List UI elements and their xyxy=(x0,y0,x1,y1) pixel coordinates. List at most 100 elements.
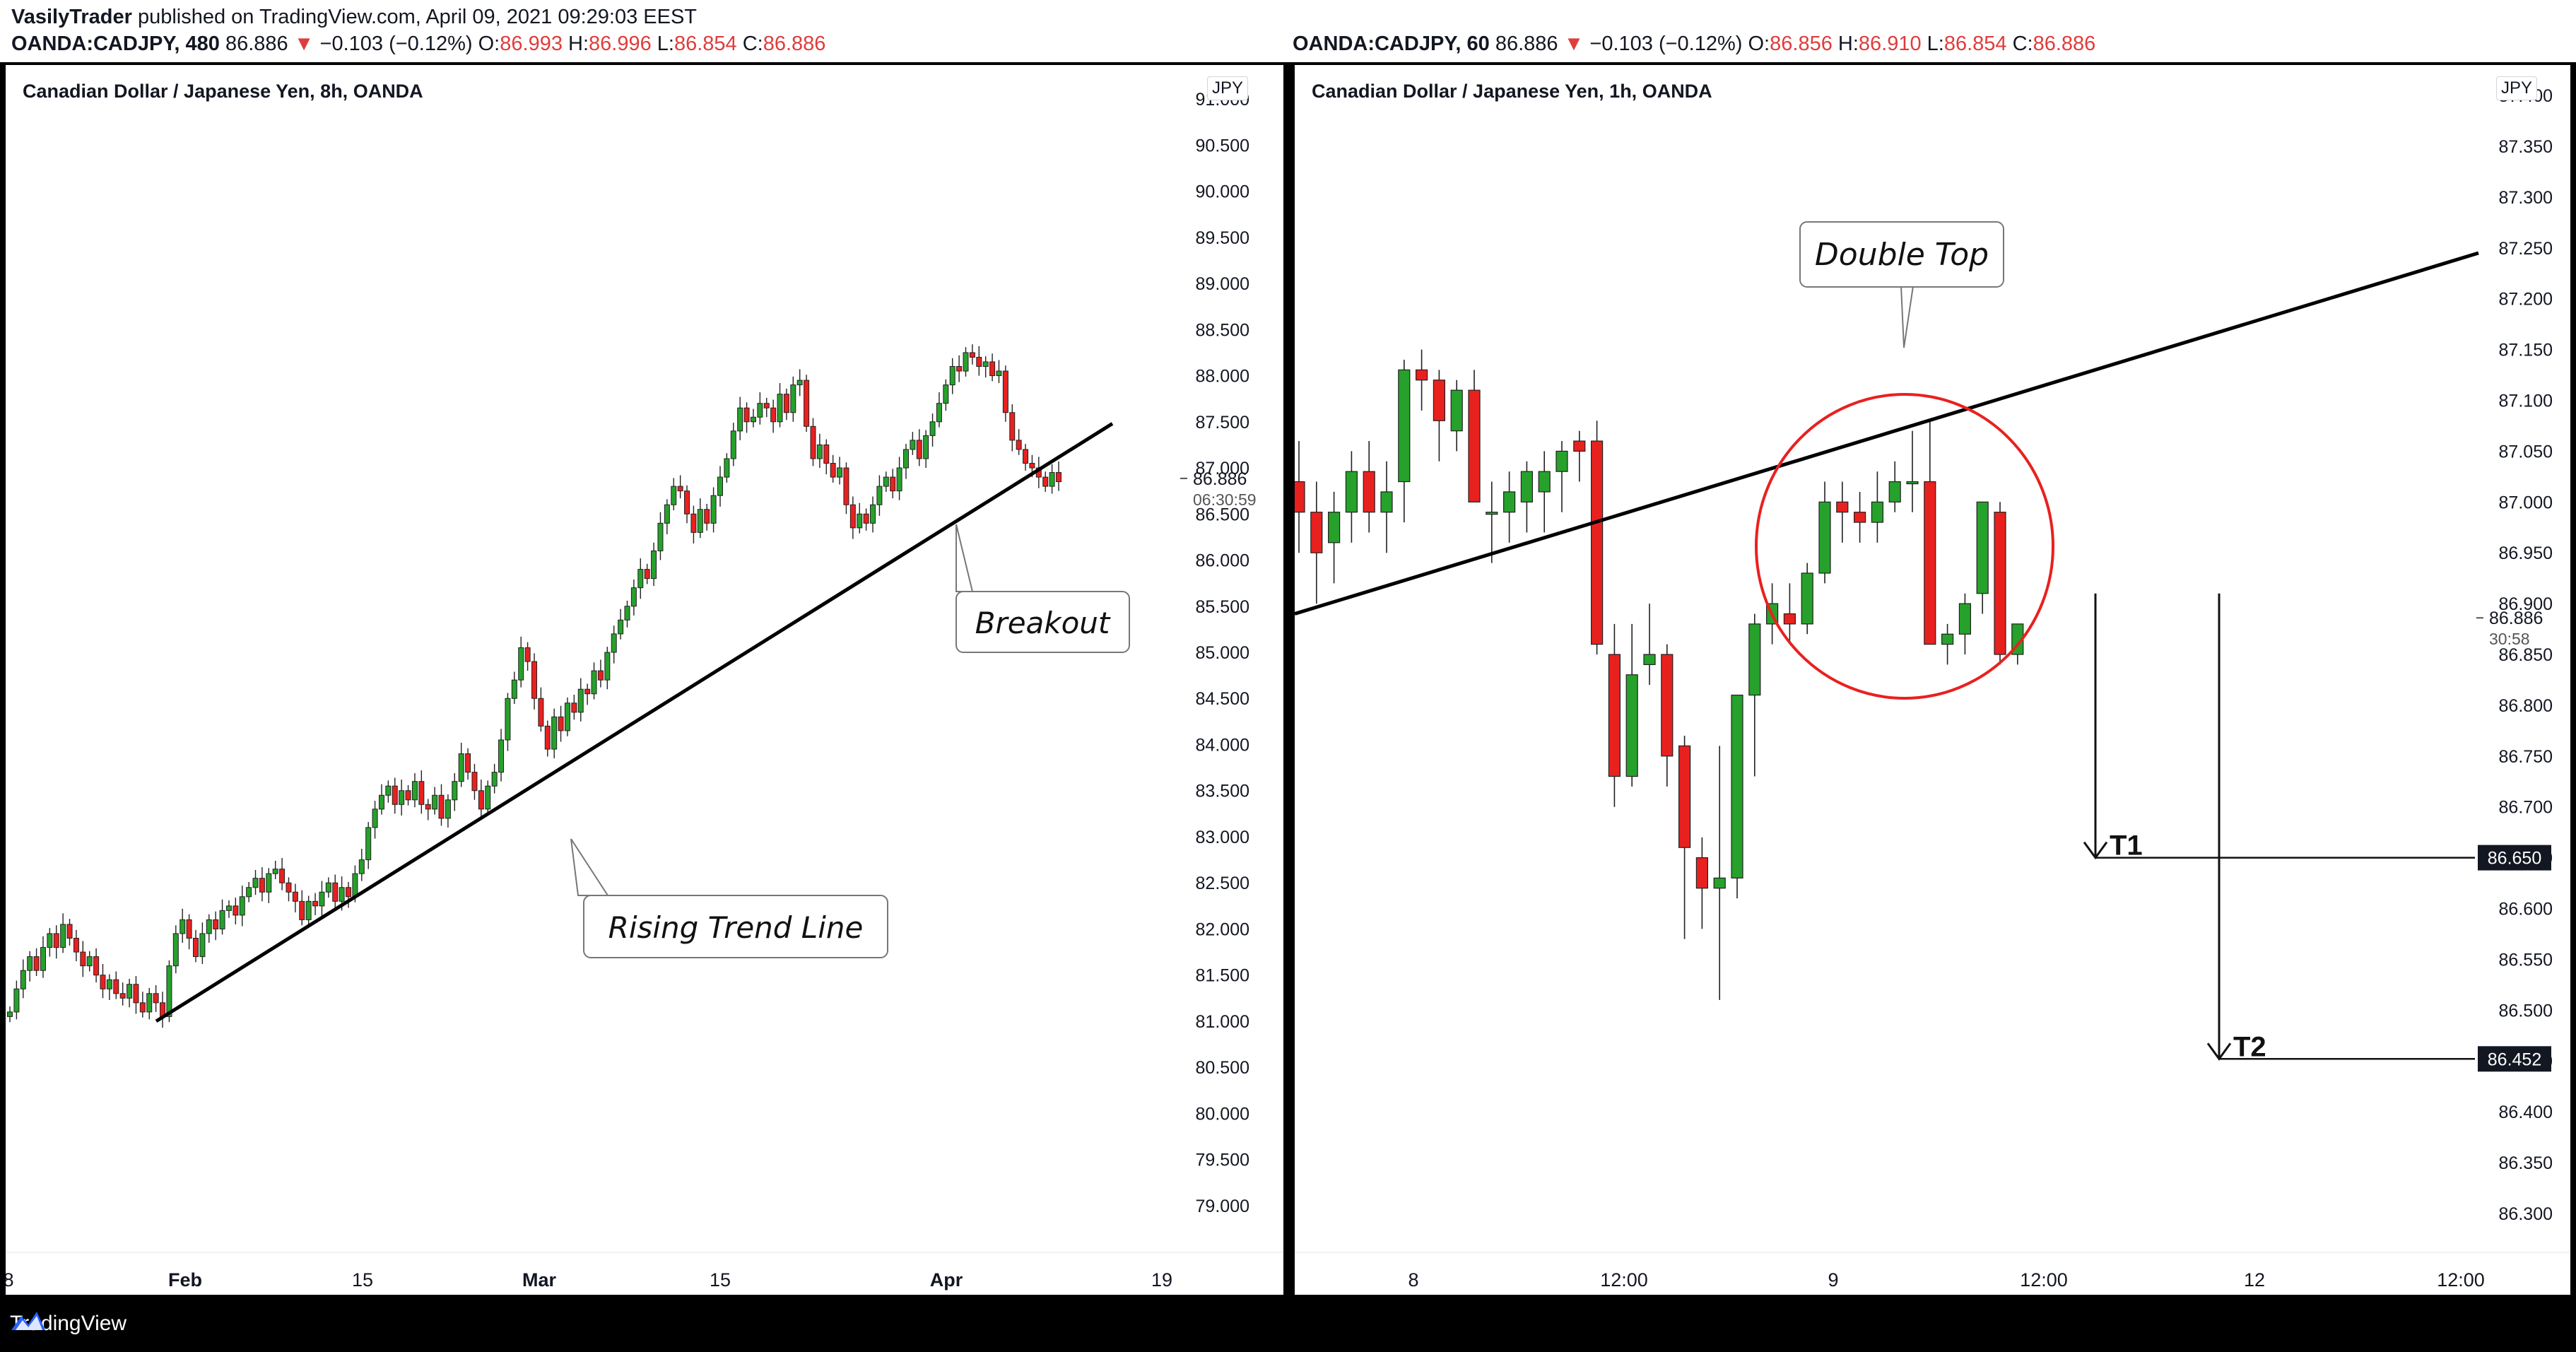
x-tick-label: 8 xyxy=(1408,1269,1418,1291)
candle-body xyxy=(943,384,949,404)
candle-body xyxy=(1056,472,1061,483)
y-tick-label: 87.350 xyxy=(2499,137,2553,157)
candle-body xyxy=(1573,440,1586,452)
candle-body xyxy=(843,467,849,505)
candle-body xyxy=(319,891,325,907)
candle-body xyxy=(531,661,537,699)
double-top-circle xyxy=(1755,393,2054,700)
candle-body xyxy=(27,956,33,971)
candle-body xyxy=(1433,380,1445,421)
x-tick-label: 12:00 xyxy=(2020,1269,2068,1291)
candle-body xyxy=(591,670,597,695)
candle-body xyxy=(890,476,896,492)
candle-body xyxy=(804,380,810,427)
candle-body xyxy=(86,956,93,967)
y-tick-label: 86.400 xyxy=(2499,1103,2553,1122)
candle-body xyxy=(325,882,331,893)
chart-panel-1h[interactable]: 87.40087.35087.30087.25087.20087.15087.1… xyxy=(1295,65,2570,1295)
candle-body xyxy=(1416,369,1428,381)
candle-body xyxy=(365,827,372,861)
candle-body xyxy=(1049,472,1055,487)
left-price: 86.886 xyxy=(225,33,288,55)
y-tick-label: 87.250 xyxy=(2499,239,2553,259)
currency-button[interactable]: JPY xyxy=(1207,76,1249,100)
candle-body xyxy=(119,993,126,999)
down-arrow-icon: ▼ xyxy=(1563,33,1584,55)
candle-body xyxy=(538,698,544,727)
candle-body xyxy=(1731,694,1743,878)
candle-body xyxy=(106,979,112,989)
left-high: 86.996 xyxy=(589,33,652,55)
candle-body xyxy=(564,703,570,731)
candle-body xyxy=(1029,463,1035,469)
right-symbol: OANDA:CADJPY, 60 xyxy=(1293,33,1490,55)
candle-body xyxy=(305,900,312,920)
candle-body xyxy=(597,670,604,681)
y-tick-label: 90.500 xyxy=(1196,136,1249,155)
y-tick-label: 86.000 xyxy=(1196,551,1249,571)
annotation-rising-trend-line: Rising Trend Line xyxy=(608,910,864,945)
candle-body xyxy=(225,905,232,911)
candle-body xyxy=(133,984,139,1004)
candle-body xyxy=(358,859,365,874)
candle-body xyxy=(757,403,763,418)
target-label: T1 xyxy=(2110,830,2143,862)
x-tick-label: 15 xyxy=(710,1269,731,1291)
candle-body xyxy=(378,794,384,810)
candle-body xyxy=(677,486,683,492)
candle-body xyxy=(963,352,969,372)
candle-body xyxy=(60,924,66,948)
candle-body xyxy=(339,887,345,902)
candle-body xyxy=(684,490,690,515)
candle-body xyxy=(783,394,789,413)
candle-body xyxy=(206,919,212,934)
footer[interactable]: TradingView xyxy=(10,1309,127,1339)
candle-body xyxy=(737,407,743,432)
panel-divider[interactable] xyxy=(1283,65,1295,1295)
candle-body xyxy=(7,1011,13,1017)
candle-body xyxy=(1801,572,1813,625)
left-low: 86.854 xyxy=(674,33,737,55)
y-tick-label: 86.350 xyxy=(2499,1153,2553,1173)
candle-body xyxy=(1468,389,1481,502)
candle-body xyxy=(13,988,20,1013)
x-tick-label: Feb xyxy=(168,1269,202,1291)
right-legend: OANDA:CADJPY, 60 86.886 ▼ −0.103 (−0.12%… xyxy=(1293,33,2095,56)
chart-1h-svg[interactable]: 87.40087.35087.30087.25087.20087.15087.1… xyxy=(1295,65,2570,1295)
chart-panel-8h[interactable]: 91.00090.50090.00089.50089.00088.50088.0… xyxy=(6,65,1283,1295)
candle-body xyxy=(1486,512,1498,515)
candle-body xyxy=(518,647,524,681)
candle-body xyxy=(471,772,478,792)
currency-button[interactable]: JPY xyxy=(2496,76,2538,100)
right-close-label: C: xyxy=(2012,33,2033,55)
candle-body xyxy=(1520,471,1533,502)
y-tick-label: 87.300 xyxy=(2499,188,2553,208)
price-axis xyxy=(1179,65,1283,1295)
candle-body xyxy=(790,384,796,413)
x-tick-label: 12:00 xyxy=(2437,1269,2485,1291)
candle-body xyxy=(577,688,584,713)
x-tick-label: 19 xyxy=(1151,1269,1172,1291)
callout-pointer xyxy=(570,838,609,896)
candle-body xyxy=(697,509,703,533)
callout-box xyxy=(1799,221,2004,288)
candle-body xyxy=(166,965,172,1017)
callout-pointer xyxy=(1900,286,1915,348)
candle-body xyxy=(863,513,869,524)
candle-body xyxy=(352,873,358,898)
candle-body xyxy=(180,919,186,934)
author-name[interactable]: VasilyTrader xyxy=(11,6,132,28)
candle-body xyxy=(299,900,305,920)
target-price-label: 86.452 xyxy=(2488,1050,2541,1069)
chart-8h-svg[interactable]: 91.00090.50090.00089.50089.00088.50088.0… xyxy=(6,65,1283,1295)
candle-body xyxy=(902,449,909,469)
y-tick-label: 90.000 xyxy=(1196,182,1249,202)
candle-body xyxy=(272,869,278,874)
candle-body xyxy=(837,467,843,478)
candle-body xyxy=(810,425,816,459)
left-low-label: L: xyxy=(657,33,674,55)
right-low-label: L: xyxy=(1927,33,1944,55)
left-symbol: OANDA:CADJPY, 480 xyxy=(11,33,220,55)
candle-body xyxy=(763,403,770,408)
y-tick-label: 81.500 xyxy=(1196,966,1249,986)
